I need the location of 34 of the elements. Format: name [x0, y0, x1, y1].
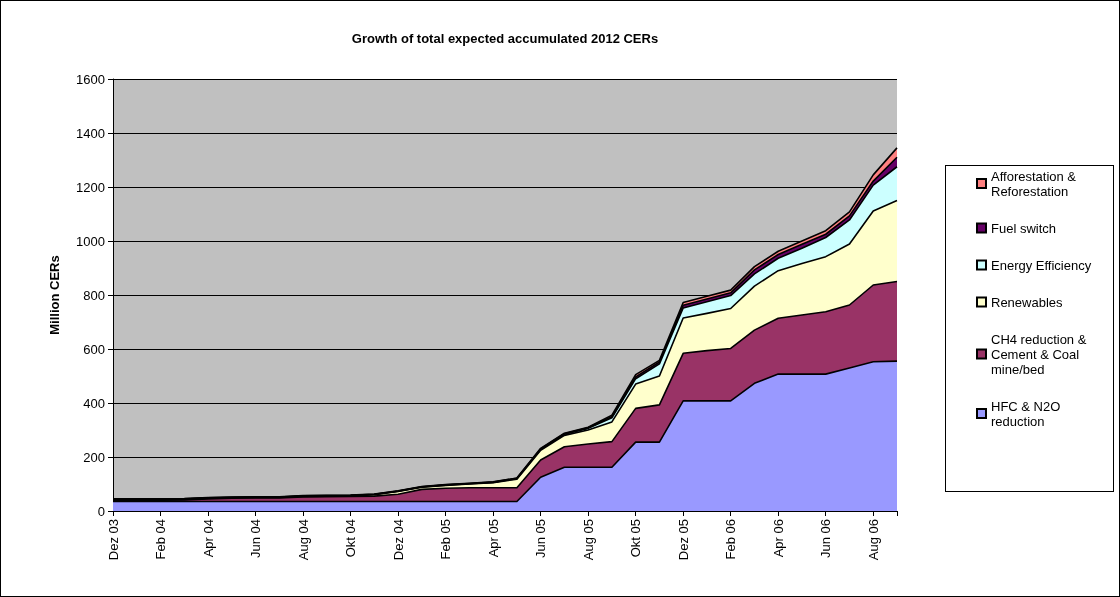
x-tick-label: Dez 04	[390, 519, 406, 561]
x-tick-label: Feb 06	[723, 519, 739, 560]
legend-label: Renewables	[991, 294, 1064, 310]
y-tick-label: 800	[83, 287, 105, 303]
y-tick-label: 600	[83, 341, 105, 357]
x-tick-label: Aug 06	[865, 519, 881, 561]
y-tick-label: 1000	[76, 233, 105, 249]
x-tick-label: Dez 03	[105, 519, 121, 561]
legend-label: Afforestation & Reforestation	[991, 168, 1080, 199]
y-tick-label: 200	[83, 449, 105, 465]
legend-label: HFC & N2O reduction	[991, 398, 1064, 429]
x-tick-label: Jun 04	[248, 519, 264, 559]
x-tick-label: Aug 05	[580, 519, 596, 561]
x-tick-label: Okt 04	[343, 519, 359, 558]
x-tick-label: Apr 04	[200, 519, 216, 558]
x-tick-label: Aug 04	[295, 519, 311, 561]
y-tick-label: 1600	[76, 71, 105, 87]
x-tick-label: Jun 05	[533, 519, 549, 559]
y-tick-label: 1400	[76, 125, 105, 141]
x-tick-label: Apr 05	[485, 519, 501, 558]
y-axis-title: Million CERs	[47, 255, 62, 335]
x-tick-label: Dez 05	[675, 519, 691, 561]
chart-title: Growth of total expected accumulated 2012 CERs	[351, 31, 659, 46]
y-tick-label: 1200	[76, 179, 105, 195]
legend-label: Fuel switch	[991, 220, 1057, 236]
x-tick-label: Feb 05	[438, 519, 454, 560]
legend-label: Energy Efficiency	[991, 257, 1092, 273]
x-tick-label: Jun 06	[818, 519, 834, 559]
y-tick-label: 400	[83, 395, 105, 411]
x-tick-label: Okt 05	[628, 519, 644, 558]
legend-label: CH4 reduction & Cement & Coal mine/bed	[991, 331, 1090, 377]
x-tick-label: Apr 06	[770, 519, 786, 558]
x-tick-label: Feb 04	[153, 519, 169, 560]
y-tick-label: 0	[97, 503, 105, 519]
